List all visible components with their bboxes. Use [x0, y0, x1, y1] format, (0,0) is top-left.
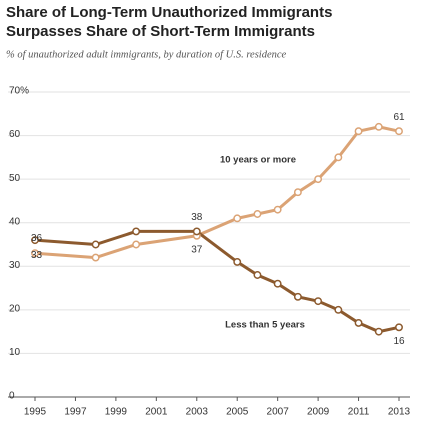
- data-label: 33: [31, 250, 43, 261]
- chart-title: Share of Long-Term Unauthorized Immigran…: [6, 4, 332, 21]
- point: [334, 153, 343, 162]
- x-tick-label: 2009: [307, 407, 330, 418]
- point: [253, 210, 262, 218]
- point: [395, 127, 403, 136]
- point: [334, 305, 343, 314]
- series-label: 10 years or more: [220, 155, 296, 166]
- x-tick-label: 2013: [388, 407, 411, 418]
- data-label: 16: [393, 336, 405, 347]
- y-tick-label: 10: [9, 347, 21, 358]
- data-label: 61: [393, 112, 405, 123]
- y-tick-label: 70%: [9, 86, 29, 97]
- x-tick-label: 2001: [145, 407, 168, 418]
- x-tick-label: 2007: [267, 407, 290, 418]
- point: [314, 297, 323, 306]
- y-tick-label: 30: [9, 260, 21, 271]
- point: [354, 127, 363, 136]
- data-label: 36: [31, 233, 43, 244]
- point: [273, 205, 282, 214]
- point: [374, 122, 383, 131]
- point: [374, 327, 383, 336]
- point: [253, 271, 262, 279]
- series-line: [34, 125, 400, 260]
- data-label: 38: [191, 212, 203, 223]
- point: [293, 188, 302, 197]
- point: [132, 240, 141, 249]
- y-tick-label: 0: [9, 391, 15, 402]
- y-tick-label: 50: [9, 173, 21, 184]
- point: [233, 214, 242, 223]
- point: [91, 253, 100, 262]
- chart-subtitle: % of unauthorized adult immigrants, by d…: [6, 49, 287, 60]
- point: [314, 175, 323, 184]
- point: [395, 323, 403, 332]
- x-tick-label: 1999: [105, 407, 128, 418]
- x-tick-label: 2005: [226, 407, 249, 418]
- point: [192, 227, 201, 236]
- point: [31, 236, 39, 245]
- y-tick-label: 60: [9, 129, 21, 140]
- series-label: Less than 5 years: [225, 320, 305, 331]
- x-tick-label: 2011: [348, 407, 370, 418]
- data-label: 37: [191, 244, 203, 255]
- y-tick-label: 20: [9, 303, 21, 314]
- series-line: [34, 229, 400, 334]
- y-tick-label: 40: [9, 216, 21, 227]
- chart-title: Surpasses Share of Short-Term Immigrants: [6, 23, 315, 40]
- x-tick-label: 1995: [24, 407, 47, 418]
- point: [91, 240, 100, 249]
- point: [233, 257, 242, 266]
- point: [132, 227, 141, 236]
- point: [293, 292, 302, 301]
- x-tick-label: 1997: [64, 407, 87, 418]
- point: [354, 318, 363, 327]
- point: [273, 279, 282, 288]
- point: [31, 249, 39, 258]
- x-tick-label: 2003: [186, 407, 209, 418]
